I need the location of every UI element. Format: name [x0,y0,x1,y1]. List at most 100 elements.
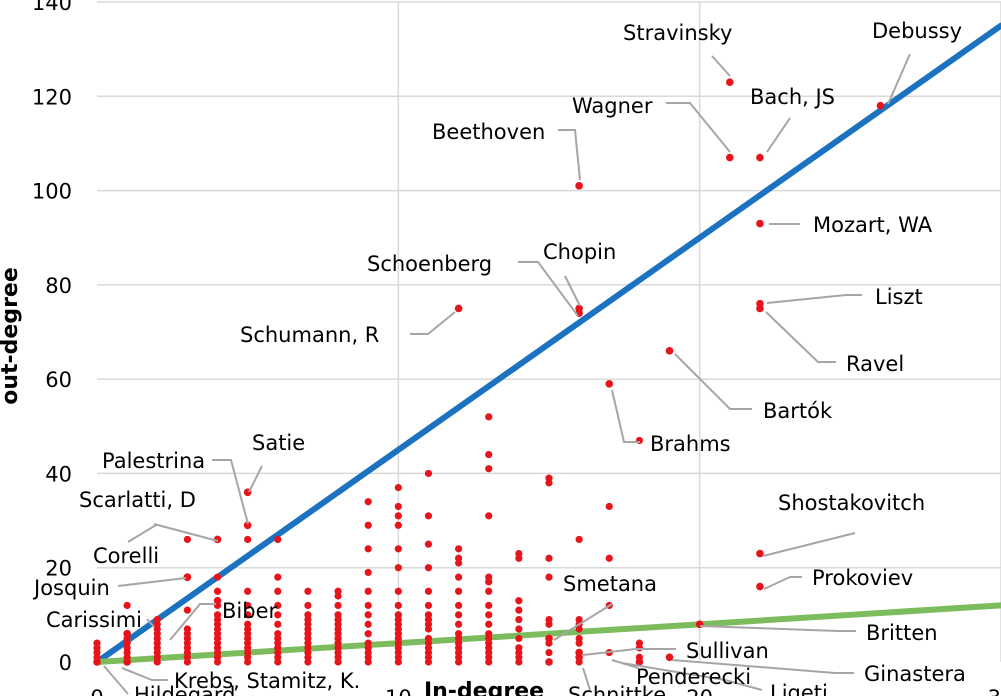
data-point [485,630,493,638]
data-point [455,587,463,595]
data-point [364,521,372,529]
leader-krebs-stamitz-k [121,667,168,681]
point-label-stravinsky: Stravinsky [623,21,732,45]
leader-sullivan [582,648,676,656]
x-tick-label-10: 10 [385,686,412,696]
point-label-liszt: Liszt [875,285,923,309]
y-tick-label-60: 60 [45,368,72,392]
data-point [93,639,101,647]
data-point-ravel [756,304,764,313]
data-point-shostakovitch [756,549,764,558]
leader-palestrina [212,459,249,525]
point-label-ligeti: Ligeti [770,681,828,696]
data-point [485,611,493,619]
leader-ginastera [671,659,854,674]
data-point [545,648,553,657]
point-label-britten: Britten [866,621,938,645]
data-point [424,587,433,595]
data-point [274,587,282,595]
data-point-carissimi [123,629,131,638]
data-point [424,540,433,548]
point-label-satie: Satie [252,431,305,455]
leader-corelli [127,524,157,543]
point-label-mozart-wa: Mozart, WA [813,213,933,237]
point-label-josquin: Josquin [32,576,110,600]
point-label-schnittke: Schnittke [568,683,666,696]
leader-schumann-r [410,311,456,335]
leader-carissimi [146,618,155,628]
data-point [364,545,372,553]
data-point-biber [213,596,222,605]
data-point [515,634,523,643]
x-axis-title: In-degree [424,679,544,696]
data-point [455,554,463,562]
data-point [364,601,372,610]
data-point-ligeti [635,658,644,666]
data-point [424,634,433,643]
leader-prokoviev [763,576,802,590]
data-points [93,78,885,666]
data-point [274,620,282,628]
point-label-sullivan: Sullivan [686,639,769,663]
x-tick-labels: 0 10 20 30 [90,686,1001,696]
point-label-bach-js: Bach, JS [750,85,835,109]
data-point [455,620,463,628]
data-point [394,545,402,553]
data-point [364,498,372,506]
data-point-schnittke [545,658,553,666]
data-point [515,615,523,624]
y-tick-label-100: 100 [32,180,72,204]
data-point [213,587,222,595]
data-point [575,615,583,624]
data-point [424,469,433,478]
data-point [515,606,523,614]
point-label-schumann-r: Schumann, R [240,323,379,347]
leader-brahms [611,389,640,443]
point-label-ginastera: Ginastera [864,662,966,686]
leader-ravel [765,311,836,363]
point-label-carissimi: Carissimi [46,608,142,632]
data-point [183,535,191,544]
data-point-debussy [876,101,885,110]
data-point-bach-js [756,153,764,162]
data-point [394,502,402,511]
data-point [274,573,282,581]
y-tick-label-0: 0 [59,651,72,675]
point-label-ravel: Ravel [846,352,904,376]
leader-chopin [564,275,581,307]
y-tick-label-80: 80 [45,274,72,298]
data-point-penderecki [575,653,583,662]
data-point [123,601,131,610]
data-point-prokoviev [756,582,764,591]
point-labels: Stravinsky Debussy Wagner Bach, JS Beethoven… [32,19,966,696]
data-point [605,502,613,511]
data-point [485,620,493,628]
point-label-shostakovitch: Shostakovitch [778,491,925,515]
point-label-scarlatti-d: Scarlatti, D [79,488,196,512]
data-point [274,601,282,610]
data-point [455,601,463,610]
data-point [515,644,523,652]
leader-shostakovitch [762,532,856,557]
data-point [515,625,523,633]
data-point [424,512,433,520]
data-point [424,564,433,572]
data-point [244,601,252,610]
data-point-smetana [545,634,553,643]
data-point [244,587,252,595]
data-point-krebs-stamitz-k- [123,658,131,666]
x-tick-label-30: 30 [988,686,1001,696]
leader-ligeti [621,662,763,691]
leader-schnittke [582,667,591,691]
data-point-stravinsky [726,78,734,86]
data-point-brahms [605,380,614,388]
data-point [364,639,372,647]
data-point [364,630,372,638]
label-leaders [103,53,911,695]
data-point [364,611,372,619]
data-point [364,587,372,595]
y-axis-title: out-degree [0,267,23,405]
data-point [304,587,312,595]
leader-hildegard [103,665,129,695]
data-point [455,611,463,619]
